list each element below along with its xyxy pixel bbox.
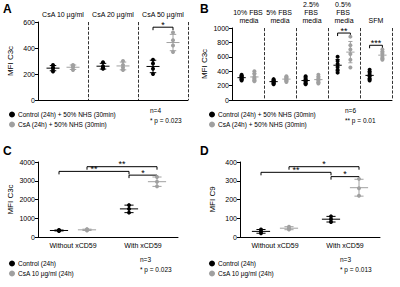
svg-text:10% FBS: 10% FBS [233,9,263,16]
svg-text:600: 600 [23,19,35,26]
svg-text:200: 200 [23,71,35,78]
svg-text:CsA 20 µg/ml: CsA 20 µg/ml [92,11,134,19]
svg-text:media: media [270,17,289,24]
svg-text:MFI C3c: MFI C3c [200,49,209,79]
svg-text:CsA (24h) + 50% NHS (30min): CsA (24h) + 50% NHS (30min) [218,121,307,129]
svg-text:*: * [141,168,145,178]
svg-text:*: * [161,20,165,30]
svg-text:* p = 0.013: * p = 0.013 [340,266,372,274]
svg-text:0: 0 [31,97,35,104]
svg-text:media: media [302,17,321,24]
svg-text:B: B [200,2,209,16]
svg-text:CsA 10 µg/ml (24h): CsA 10 µg/ml (24h) [218,270,274,278]
svg-text:FBS: FBS [336,9,352,16]
svg-text:*: * [322,159,326,169]
svg-text:D: D [200,144,209,158]
svg-text:media: media [334,17,353,24]
svg-text:0: 0 [233,234,237,241]
svg-text:**: ** [340,26,348,36]
svg-text:Control (24h): Control (24h) [18,260,56,268]
svg-text:CsA 50 µg/ml: CsA 50 µg/ml [142,11,184,19]
svg-text:Control (24h) + 50% NHS (30min: Control (24h) + 50% NHS (30min) [218,111,316,119]
svg-text:n=4: n=4 [150,107,161,114]
svg-text:MFI C3c: MFI C3c [6,184,15,214]
svg-text:A: A [3,2,12,16]
svg-text:**: ** [118,159,126,169]
svg-text:* p = 0.023: * p = 0.023 [140,266,172,274]
svg-text:0: 0 [225,97,229,104]
svg-text:* p = 0.023: * p = 0.023 [150,117,182,125]
svg-text:2.5%: 2.5% [303,1,321,8]
svg-text:Control (24h): Control (24h) [218,260,256,268]
svg-text:Control (24h) + 50% NHS (30min: Control (24h) + 50% NHS (30min) [18,111,116,119]
svg-text:0.5%: 0.5% [335,1,353,8]
svg-text:With xCD59: With xCD59 [326,242,363,249]
svg-text:**: ** [292,165,300,175]
svg-text:1000: 1000 [19,215,35,222]
svg-text:Without xCD59: Without xCD59 [49,242,96,249]
svg-text:400: 400 [217,68,229,75]
svg-text:200: 200 [225,196,237,203]
svg-text:2000: 2000 [19,196,35,203]
svg-text:CsA 10 µg/ml (24h): CsA 10 µg/ml (24h) [18,270,74,278]
svg-text:** p = 0.01: ** p = 0.01 [345,117,376,125]
svg-text:200: 200 [217,82,229,89]
svg-text:MFI C3c: MFI C3c [6,46,15,76]
svg-text:0: 0 [31,234,35,241]
svg-text:100: 100 [225,215,237,222]
svg-text:n=3: n=3 [140,256,151,263]
svg-text:5% FBS: 5% FBS [266,9,294,16]
svg-text:Without xCD59: Without xCD59 [251,242,298,249]
svg-text:1000: 1000 [213,25,229,32]
svg-text:*: * [343,169,347,179]
svg-text:400: 400 [23,45,35,52]
svg-text:400: 400 [225,159,237,166]
svg-text:600: 600 [217,53,229,60]
svg-text:FBS: FBS [304,9,320,16]
svg-text:***: *** [371,38,382,48]
svg-text:800: 800 [217,39,229,46]
svg-text:With xCD59: With xCD59 [124,242,161,249]
svg-text:CsA (24h) + 50% NHS (30min): CsA (24h) + 50% NHS (30min) [18,121,107,129]
svg-text:CsA 10 µg/ml: CsA 10 µg/ml [42,11,84,19]
svg-text:n=3: n=3 [340,256,351,263]
svg-text:300: 300 [225,177,237,184]
svg-text:MFI C9: MFI C9 [208,186,217,213]
svg-text:media: media [237,17,258,24]
svg-text:4000: 4000 [19,159,35,166]
svg-text:**: ** [90,164,98,174]
svg-text:C: C [3,144,12,158]
svg-text:n=6: n=6 [345,107,356,114]
svg-text:SFM: SFM [369,17,384,24]
svg-text:3000: 3000 [19,177,35,184]
